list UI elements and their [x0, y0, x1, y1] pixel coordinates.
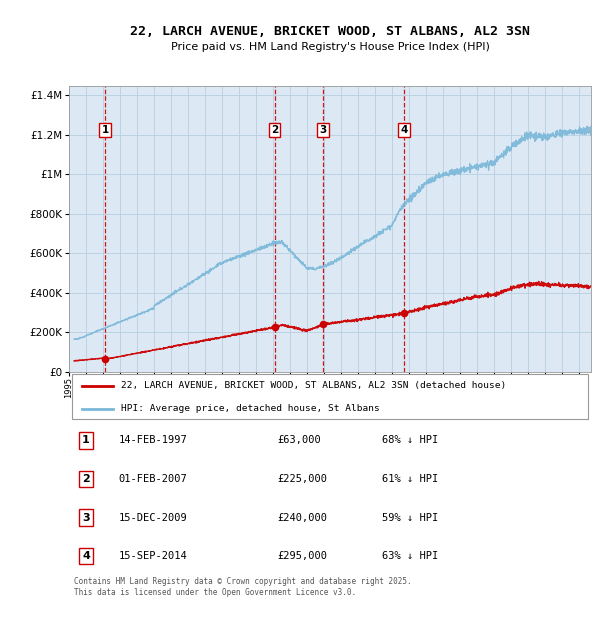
Text: 22, LARCH AVENUE, BRICKET WOOD, ST ALBANS, AL2 3SN: 22, LARCH AVENUE, BRICKET WOOD, ST ALBAN… — [130, 25, 530, 38]
Text: 63% ↓ HPI: 63% ↓ HPI — [382, 551, 439, 561]
Text: 4: 4 — [400, 125, 408, 135]
Text: 2: 2 — [82, 474, 90, 484]
Text: £295,000: £295,000 — [278, 551, 328, 561]
Text: Contains HM Land Registry data © Crown copyright and database right 2025.
This d: Contains HM Land Registry data © Crown c… — [74, 577, 412, 596]
Text: 1: 1 — [82, 435, 90, 446]
Text: 68% ↓ HPI: 68% ↓ HPI — [382, 435, 439, 446]
Text: 59% ↓ HPI: 59% ↓ HPI — [382, 513, 439, 523]
Text: 01-FEB-2007: 01-FEB-2007 — [119, 474, 187, 484]
Text: £63,000: £63,000 — [278, 435, 322, 446]
Text: 3: 3 — [82, 513, 89, 523]
Text: 15-DEC-2009: 15-DEC-2009 — [119, 513, 187, 523]
Text: £225,000: £225,000 — [278, 474, 328, 484]
FancyBboxPatch shape — [71, 374, 589, 419]
Text: Price paid vs. HM Land Registry's House Price Index (HPI): Price paid vs. HM Land Registry's House … — [170, 42, 490, 51]
Text: 4: 4 — [82, 551, 90, 561]
Text: 14-FEB-1997: 14-FEB-1997 — [119, 435, 187, 446]
Text: HPI: Average price, detached house, St Albans: HPI: Average price, detached house, St A… — [121, 404, 380, 414]
Text: 22, LARCH AVENUE, BRICKET WOOD, ST ALBANS, AL2 3SN (detached house): 22, LARCH AVENUE, BRICKET WOOD, ST ALBAN… — [121, 381, 506, 390]
Text: 1: 1 — [101, 125, 109, 135]
Text: £240,000: £240,000 — [278, 513, 328, 523]
Text: 15-SEP-2014: 15-SEP-2014 — [119, 551, 187, 561]
Text: 61% ↓ HPI: 61% ↓ HPI — [382, 474, 439, 484]
Text: 3: 3 — [320, 125, 327, 135]
Text: 2: 2 — [271, 125, 278, 135]
